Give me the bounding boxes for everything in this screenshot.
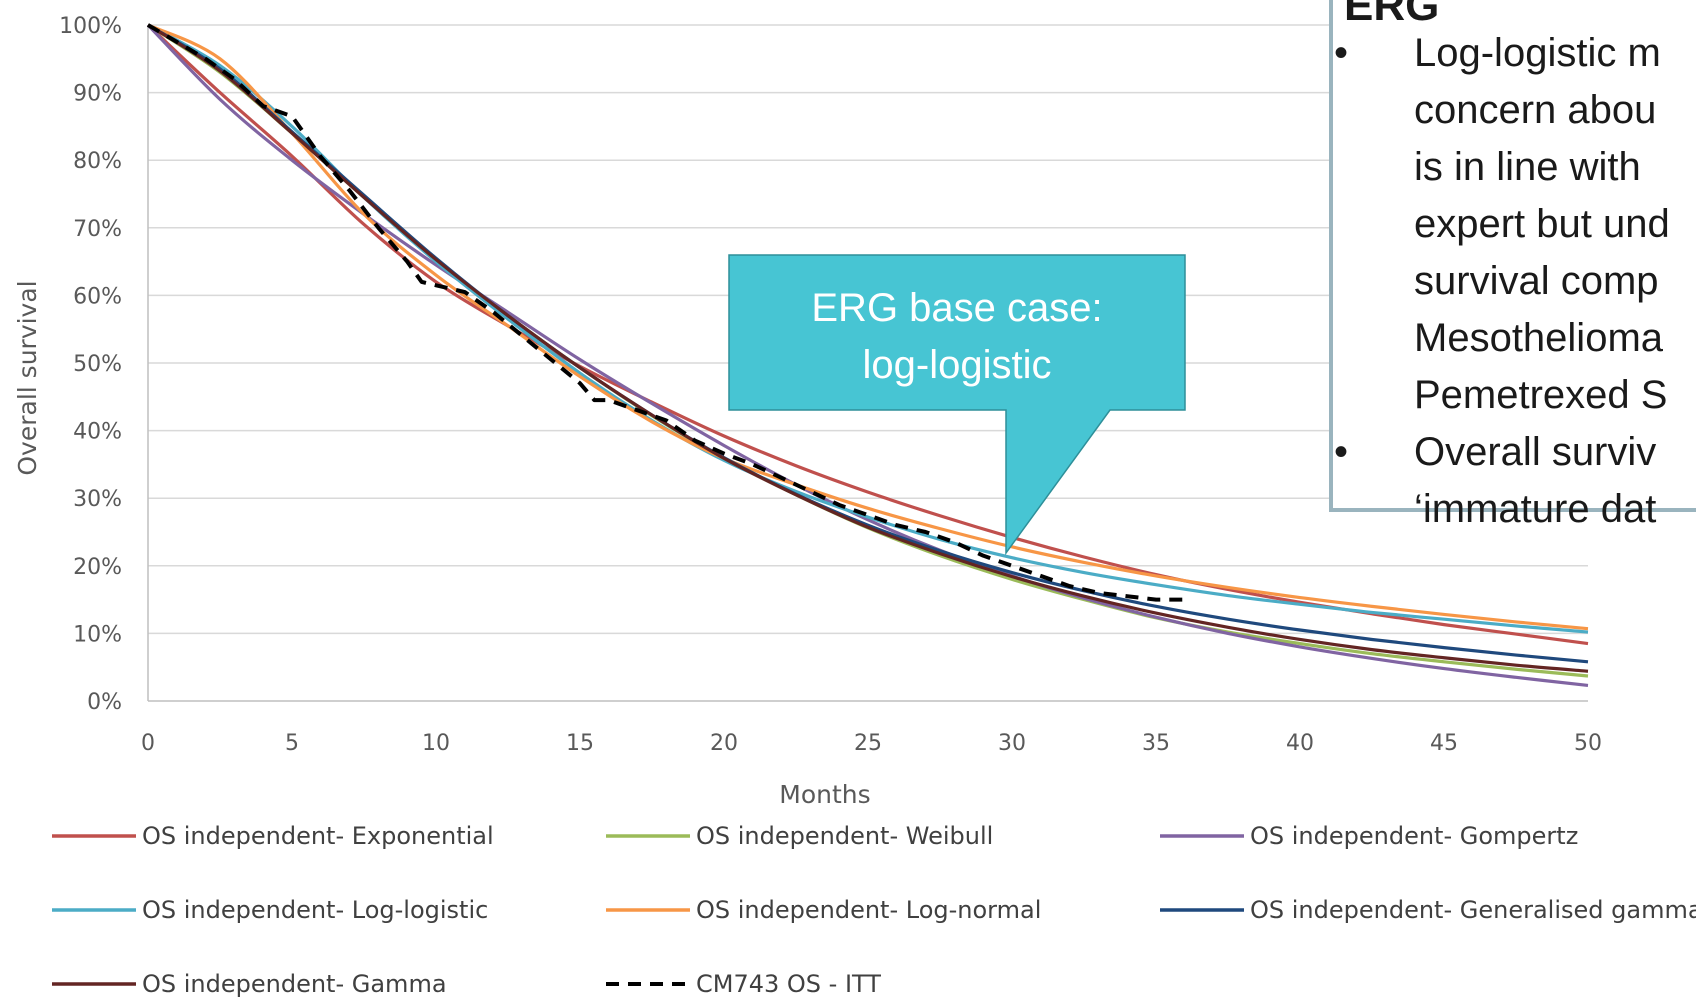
legend-label: CM743 OS - ITT — [696, 970, 881, 997]
note-heading: ERG — [1344, 0, 1439, 30]
note-bullet-1-line-7: Pemetrexed S — [1414, 373, 1667, 417]
x-tick-label: 5 — [285, 731, 299, 756]
erg-callout: ERG base case: log-logistic — [728, 254, 1186, 556]
note-bullet-1-line-2: concern abou — [1414, 88, 1656, 132]
note-bullet-2-marker: • — [1334, 430, 1348, 474]
y-tick-label: 70% — [73, 217, 122, 242]
x-tick-label: 40 — [1286, 731, 1314, 756]
callout-line-1: ERG base case: — [811, 286, 1102, 330]
note-bullet-2-line-1: Overall surviv — [1414, 430, 1656, 474]
note-bullet-1-line-6: Mesothelioma — [1414, 316, 1664, 360]
legend-label: OS independent- Gamma — [142, 970, 447, 997]
series-line-os-independent-log-normal — [147, 23, 1589, 631]
x-axis-title: Months — [779, 780, 870, 809]
y-axis-title: Overall survival — [13, 280, 42, 475]
y-tick-label: 100% — [59, 14, 122, 39]
legend-label: OS independent- Generalised gamma — [1250, 896, 1696, 924]
x-tick-label: 10 — [422, 731, 450, 756]
x-tick-label: 0 — [141, 731, 155, 756]
y-tick-label: 30% — [73, 487, 122, 512]
note-bullet-1-marker: • — [1334, 31, 1348, 75]
note-border — [1329, 0, 1696, 512]
y-tick-label: 20% — [73, 555, 122, 580]
x-tick-label: 25 — [854, 731, 882, 756]
y-tick-label: 80% — [73, 149, 122, 174]
y-tick-label: 90% — [73, 82, 122, 107]
series-line-os-independent-gamma — [147, 23, 1589, 673]
legend: OS independent- Exponential OS independen… — [52, 822, 1696, 997]
note-bullet-1-line-4: expert but und — [1414, 202, 1670, 246]
x-tick-label: 45 — [1430, 731, 1458, 756]
y-tick-label: 40% — [73, 420, 122, 445]
legend-label: OS independent- Log-normal — [696, 896, 1041, 924]
note-bullet-1-line-5: survival comp — [1414, 259, 1659, 303]
x-tick-label: 50 — [1574, 731, 1602, 756]
x-tick-label: 35 — [1142, 731, 1170, 756]
callout-line-2: log-logistic — [863, 343, 1052, 387]
note-bullet-1-line-3: is in line with — [1414, 145, 1641, 189]
note-bullet-2-line-2: ‘immature dat — [1414, 487, 1656, 531]
erg-note-box: ERG • Log-logistic m concern abou is in … — [1329, 0, 1696, 531]
y-tick-label: 0% — [87, 690, 122, 715]
legend-label: OS independent- Exponential — [142, 822, 494, 850]
axes: 0% 10% 20% 30% 40% 50% 60% 70% 80% 90% 100% 0 5 10 15 2… — [59, 14, 1602, 756]
x-tick-label: 20 — [710, 731, 738, 756]
y-tick-label: 50% — [73, 352, 122, 377]
legend-label: OS independent- Weibull — [696, 822, 993, 850]
series-line-cm743-os-itt — [146, 23, 1185, 602]
legend-label: OS independent- Log-logistic — [142, 896, 488, 924]
callout-bubble — [728, 254, 1186, 556]
x-tick-label: 30 — [998, 731, 1026, 756]
legend-label: OS independent- Gompertz — [1250, 822, 1578, 850]
plot-area — [146, 23, 1589, 688]
note-bullet-1-line-1: Log-logistic m — [1414, 31, 1661, 75]
y-tick-label: 60% — [73, 284, 122, 309]
x-tick-label: 15 — [566, 731, 594, 756]
y-tick-label: 10% — [73, 622, 122, 647]
